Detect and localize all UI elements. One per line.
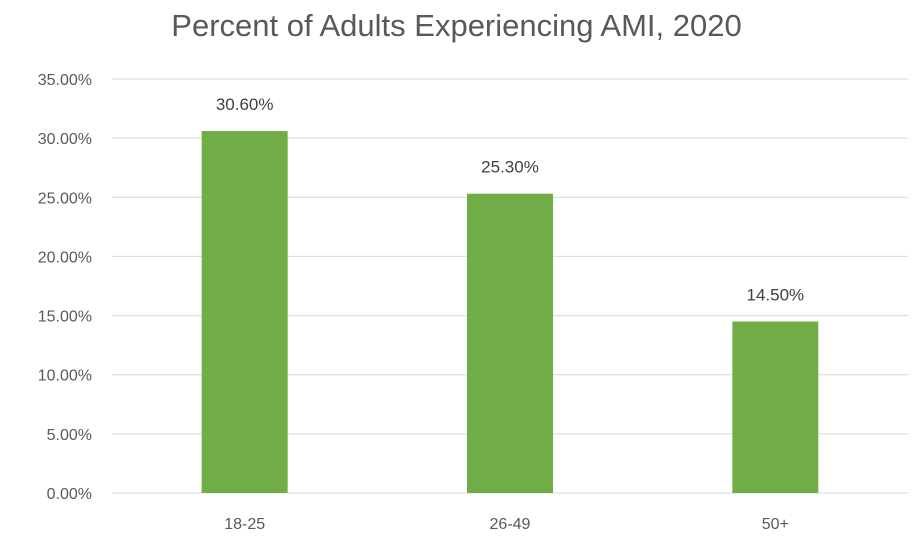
bar xyxy=(467,193,553,494)
y-tick-label: 10.00% xyxy=(38,368,92,385)
y-tick-label: 25.00% xyxy=(38,190,92,207)
chart-title: Percent of Adults Experiencing AMI, 2020 xyxy=(171,8,742,43)
y-tick-label: 20.00% xyxy=(38,249,92,266)
data-label: 14.50% xyxy=(746,285,804,304)
data-label: 25.30% xyxy=(481,158,539,177)
y-tick-label: 30.00% xyxy=(38,131,92,148)
bar xyxy=(201,131,288,493)
x-tick-label: 50+ xyxy=(762,516,789,533)
y-tick-label: 15.00% xyxy=(38,309,92,326)
x-tick-label: 18-25 xyxy=(224,516,265,533)
y-tick-label: 35.00% xyxy=(38,72,92,89)
data-label: 30.60% xyxy=(216,95,274,114)
x-tick-label: 26-49 xyxy=(490,516,531,533)
y-tick-label: 5.00% xyxy=(47,427,92,444)
bar xyxy=(732,321,819,493)
y-tick-label: 0.00% xyxy=(47,486,92,503)
